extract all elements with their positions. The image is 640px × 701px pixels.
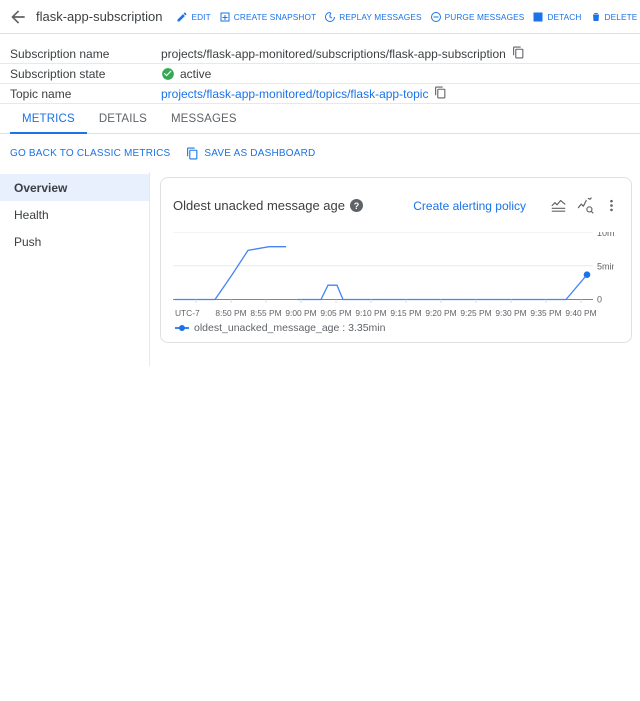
svg-text:5min: 5min xyxy=(597,262,614,272)
svg-text:9:20 PM: 9:20 PM xyxy=(425,308,456,318)
svg-text:9:30 PM: 9:30 PM xyxy=(495,308,526,318)
svg-text:9:25 PM: 9:25 PM xyxy=(460,308,491,318)
svg-text:9:35 PM: 9:35 PM xyxy=(530,308,561,318)
svg-text:0: 0 xyxy=(597,295,602,305)
svg-text:UTC-7: UTC-7 xyxy=(175,308,200,318)
svg-text:10min: 10min xyxy=(597,232,614,238)
svg-text:9:00 PM: 9:00 PM xyxy=(285,308,316,318)
svg-text:9:05 PM: 9:05 PM xyxy=(320,308,351,318)
svg-text:8:50 PM: 8:50 PM xyxy=(215,308,246,318)
svg-text:9:10 PM: 9:10 PM xyxy=(355,308,386,318)
svg-text:8:55 PM: 8:55 PM xyxy=(250,308,281,318)
svg-text:9:40 PM: 9:40 PM xyxy=(565,308,596,318)
svg-text:9:15 PM: 9:15 PM xyxy=(390,308,421,318)
